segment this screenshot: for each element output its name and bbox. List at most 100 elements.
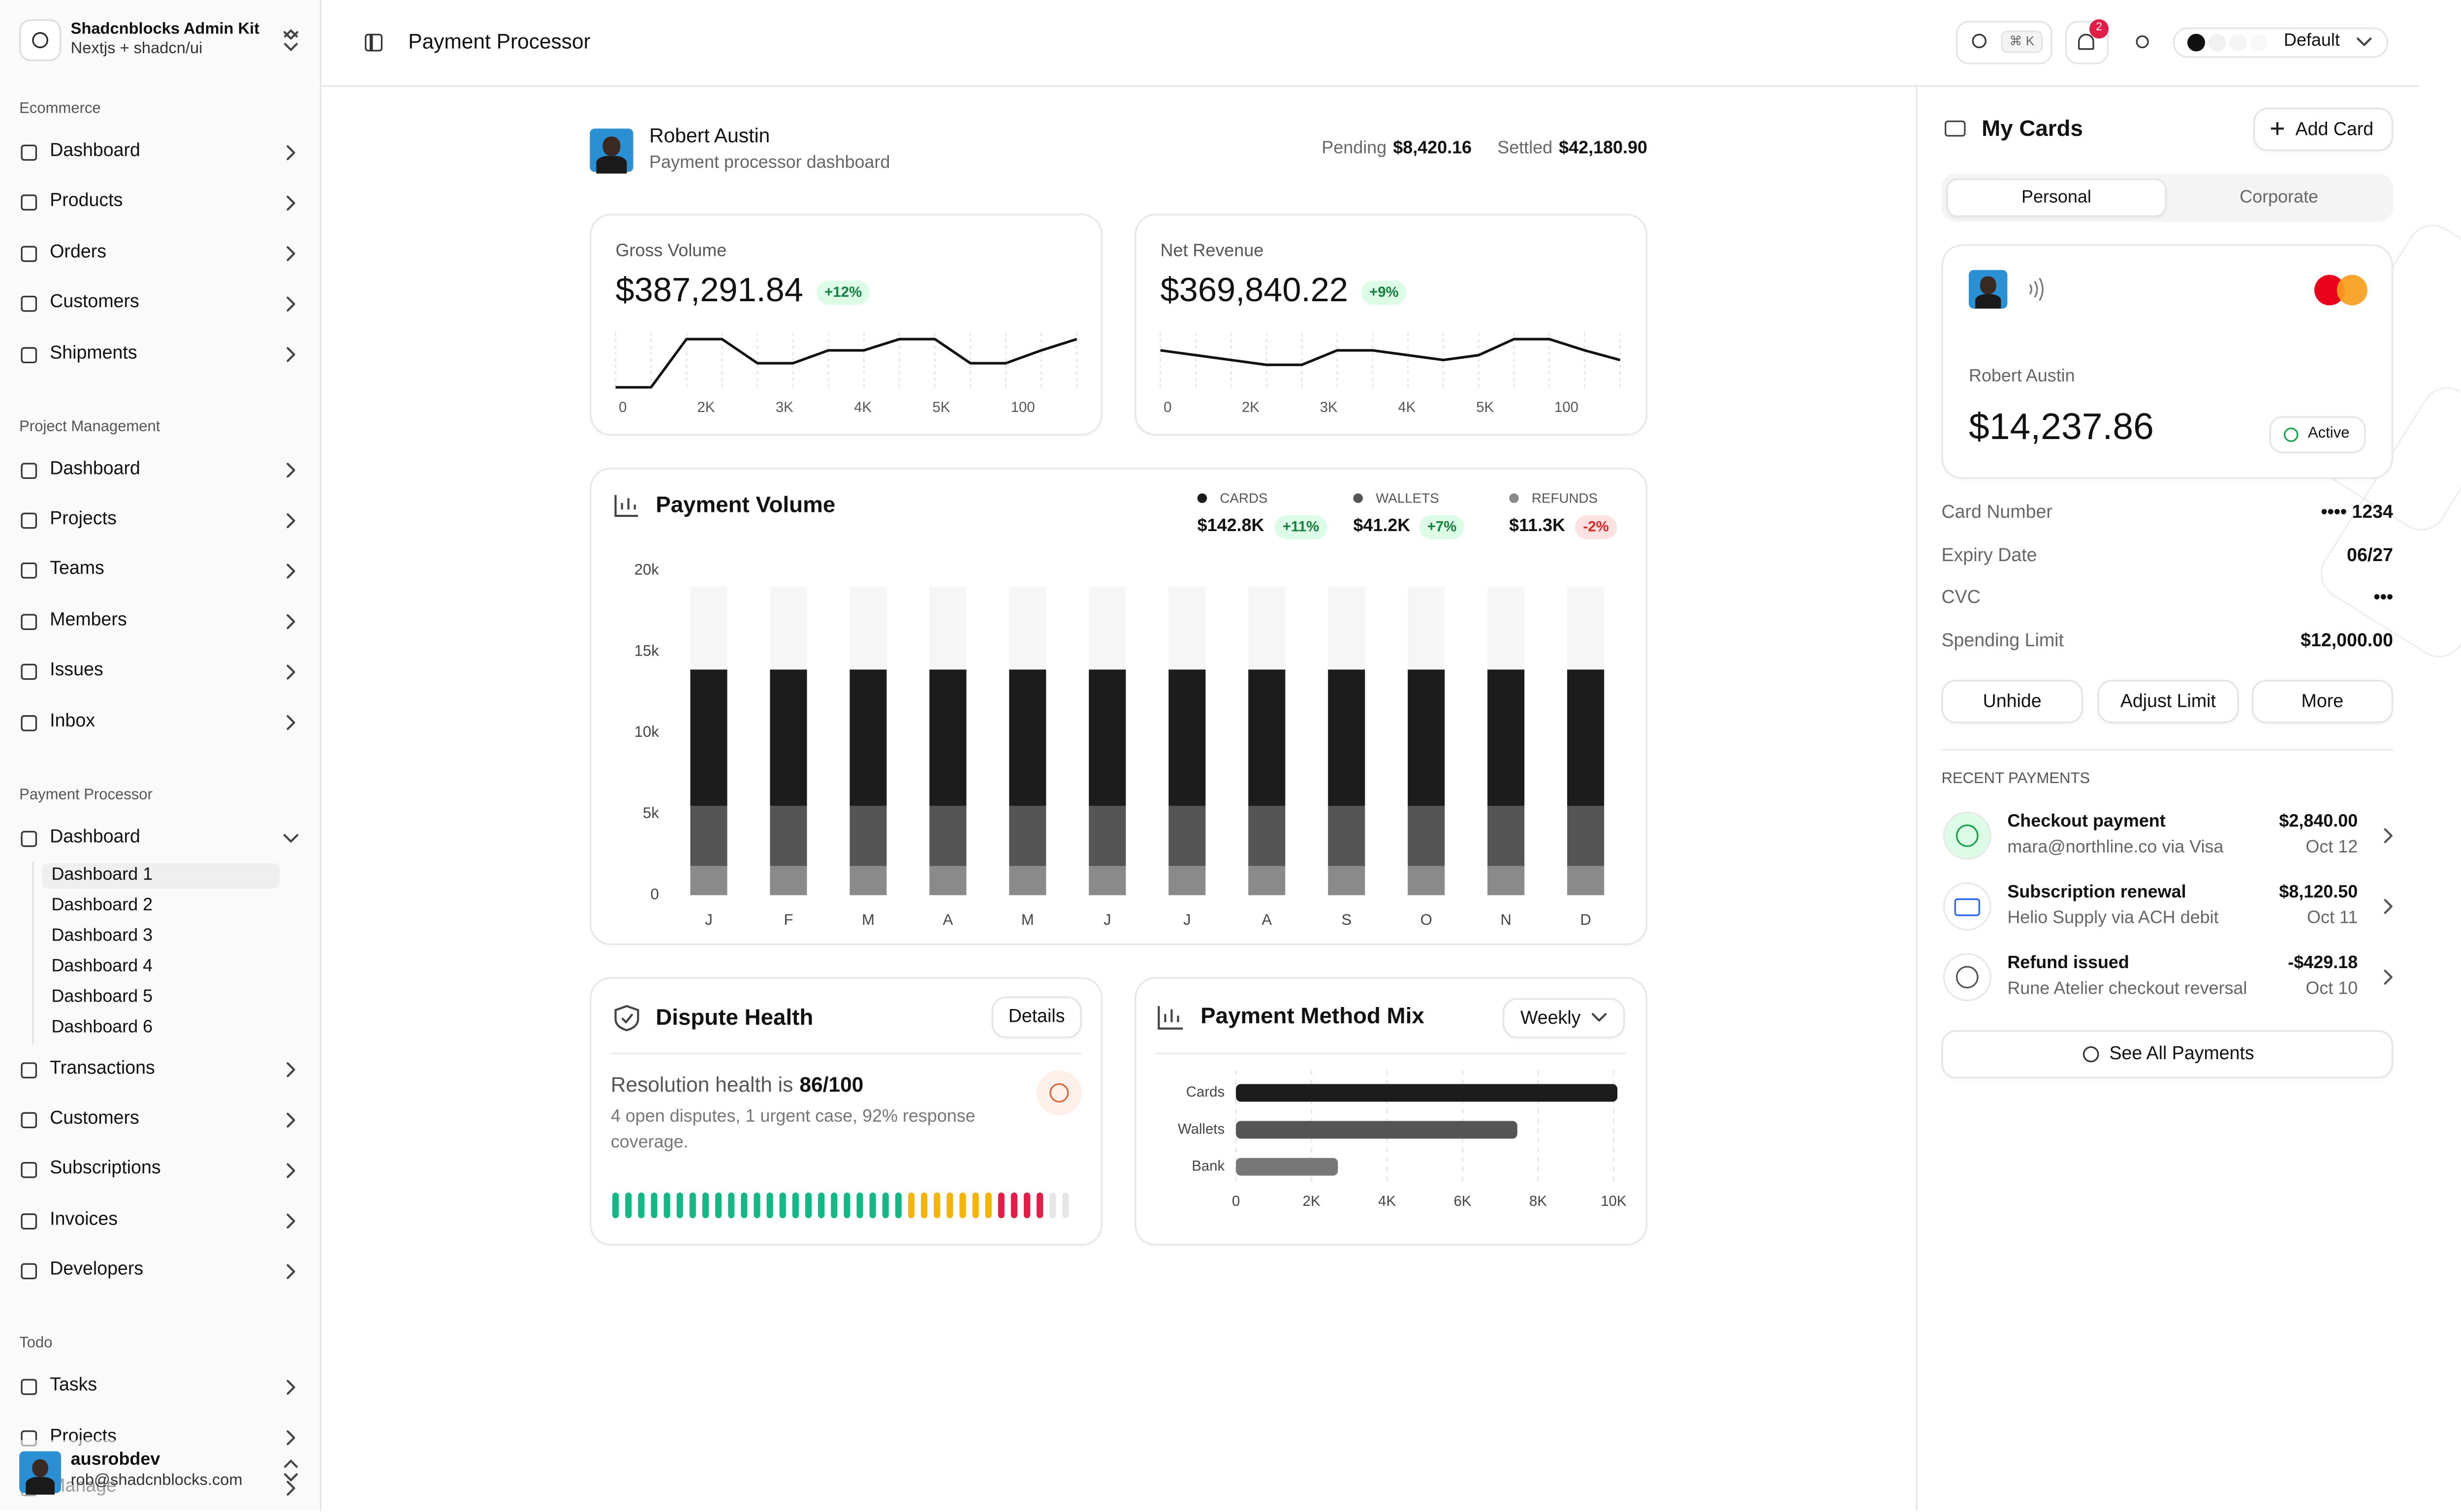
health-segment [1062, 1192, 1069, 1219]
icon [21, 346, 37, 363]
health-segment [741, 1192, 748, 1219]
legend-total: $142.8K [1197, 516, 1264, 536]
nav-item[interactable]: Teams [50, 560, 104, 580]
search-button[interactable] [1956, 21, 2052, 64]
detail-label: Card Number [1941, 503, 2052, 523]
see-all-button[interactable]: See All Payments [1941, 1030, 2394, 1079]
profile-subtitle: Payment processor dashboard [649, 153, 890, 173]
nav-item[interactable]: Dashboard [50, 141, 140, 161]
health-segment [663, 1192, 670, 1219]
add-card-button[interactable]: Add Card [2253, 107, 2394, 151]
health-segment [947, 1192, 953, 1219]
detail-value: $12,000.00 [2301, 631, 2394, 652]
health-segment [792, 1192, 799, 1219]
change-badge: +12% [816, 281, 870, 305]
payment-date: Oct 10 [2305, 979, 2358, 999]
health-segment [715, 1192, 722, 1219]
nav-item[interactable]: Customers [50, 293, 139, 313]
payment-date: Oct 11 [2307, 909, 2358, 928]
detail-value: •••• 1234 [2321, 503, 2394, 523]
pending-label: Pending [1322, 139, 1387, 158]
nav-item[interactable]: Transactions [50, 1058, 155, 1078]
nav-item[interactable]: Members [50, 610, 127, 630]
nav-item[interactable]: Inbox [50, 711, 95, 731]
notification-badge [2089, 19, 2109, 39]
nav-item[interactable]: Dashboard [50, 827, 140, 847]
kpi-card [1135, 214, 1647, 436]
icon [21, 563, 37, 579]
health-value: 86/100 [799, 1072, 864, 1097]
action-button[interactable]: Unhide [1941, 680, 2083, 724]
nav-item[interactable]: Subscriptions [50, 1159, 161, 1179]
nav-item[interactable]: Invoices [50, 1210, 118, 1229]
sidebar-toggle-bar [370, 33, 372, 52]
swatch [2250, 33, 2268, 52]
action-button[interactable]: Adjust Limit [2097, 680, 2239, 724]
settled: $42,180.90 [1559, 139, 1647, 158]
nav-subitem[interactable]: Dashboard 3 [51, 925, 153, 945]
avatar-body [596, 155, 627, 173]
nav-subitem[interactable]: Dashboard 2 [51, 895, 153, 914]
icon [21, 1112, 37, 1129]
nav-subitem[interactable]: Dashboard 4 [51, 956, 153, 976]
nav-item[interactable]: Shipments [50, 343, 137, 363]
icon [21, 296, 37, 313]
kbd [2001, 31, 2043, 53]
nav-item[interactable]: Orders [50, 242, 107, 262]
swatch [2187, 33, 2205, 52]
nav-item[interactable]: Projects [50, 509, 117, 529]
nav-subitem[interactable]: Dashboard 1 [51, 864, 153, 884]
legend-label: CARDS [1220, 490, 1268, 506]
theme-toggle[interactable] [2136, 35, 2149, 48]
divider [1155, 1052, 1627, 1055]
detail-label: CVC [1941, 589, 1981, 608]
payment-title: Checkout payment [2007, 812, 2166, 832]
health-segment [869, 1192, 876, 1219]
nav-item[interactable]: Tasks [50, 1376, 97, 1396]
icon [21, 1379, 37, 1395]
period-select[interactable]: Weekly [1503, 998, 1625, 1039]
icon [21, 195, 37, 212]
status-icon [1956, 824, 1979, 847]
status-icon [1956, 966, 1979, 989]
icon [21, 714, 37, 731]
health-segment [728, 1192, 735, 1219]
kpi-card [590, 214, 1103, 436]
nav-subitem[interactable]: Dashboard 5 [51, 986, 153, 1007]
health-segment [702, 1192, 709, 1219]
tab[interactable]: Corporate [2240, 188, 2319, 208]
nav-item[interactable]: Developers [50, 1260, 144, 1280]
avatar-head [32, 1458, 49, 1478]
topbar-divider [321, 85, 2419, 87]
notifications-button[interactable] [2065, 21, 2109, 64]
avatar-head [602, 136, 621, 156]
theme-select[interactable] [2173, 27, 2389, 58]
health-segment [1010, 1192, 1017, 1219]
divider [610, 1052, 1082, 1055]
nav-item[interactable]: Issues [50, 661, 103, 681]
swatch [2208, 33, 2226, 52]
nav-item[interactable]: Products [50, 192, 123, 212]
action-button[interactable]: More [2251, 680, 2394, 724]
nav-subitem[interactable]: Dashboard 6 [51, 1017, 153, 1037]
payment-icon [1943, 882, 1991, 931]
health-segment [638, 1192, 645, 1219]
payment-detail: mara@northline.co via Visa [2007, 838, 2224, 857]
health-segment [1024, 1192, 1031, 1219]
sidebar-toggle[interactable] [365, 33, 383, 52]
detail-label: Expiry Date [1941, 546, 2037, 566]
nav-item[interactable]: Customers [50, 1109, 139, 1129]
card-holder: Robert Austin [1968, 367, 2075, 386]
nav-active-bg [41, 862, 280, 888]
health-segment [985, 1192, 992, 1219]
history-icon [2082, 1046, 2099, 1063]
icon [21, 1062, 37, 1078]
details-button[interactable]: Details [991, 996, 1082, 1039]
tab-active[interactable]: Personal [1946, 178, 2167, 217]
search-icon [1972, 33, 1987, 48]
nav-item[interactable]: Dashboard [50, 459, 140, 479]
status-text: Active [2307, 425, 2350, 442]
balance-summary: Pending $8,420.16 Settled $42,180.90 [1322, 139, 1647, 160]
